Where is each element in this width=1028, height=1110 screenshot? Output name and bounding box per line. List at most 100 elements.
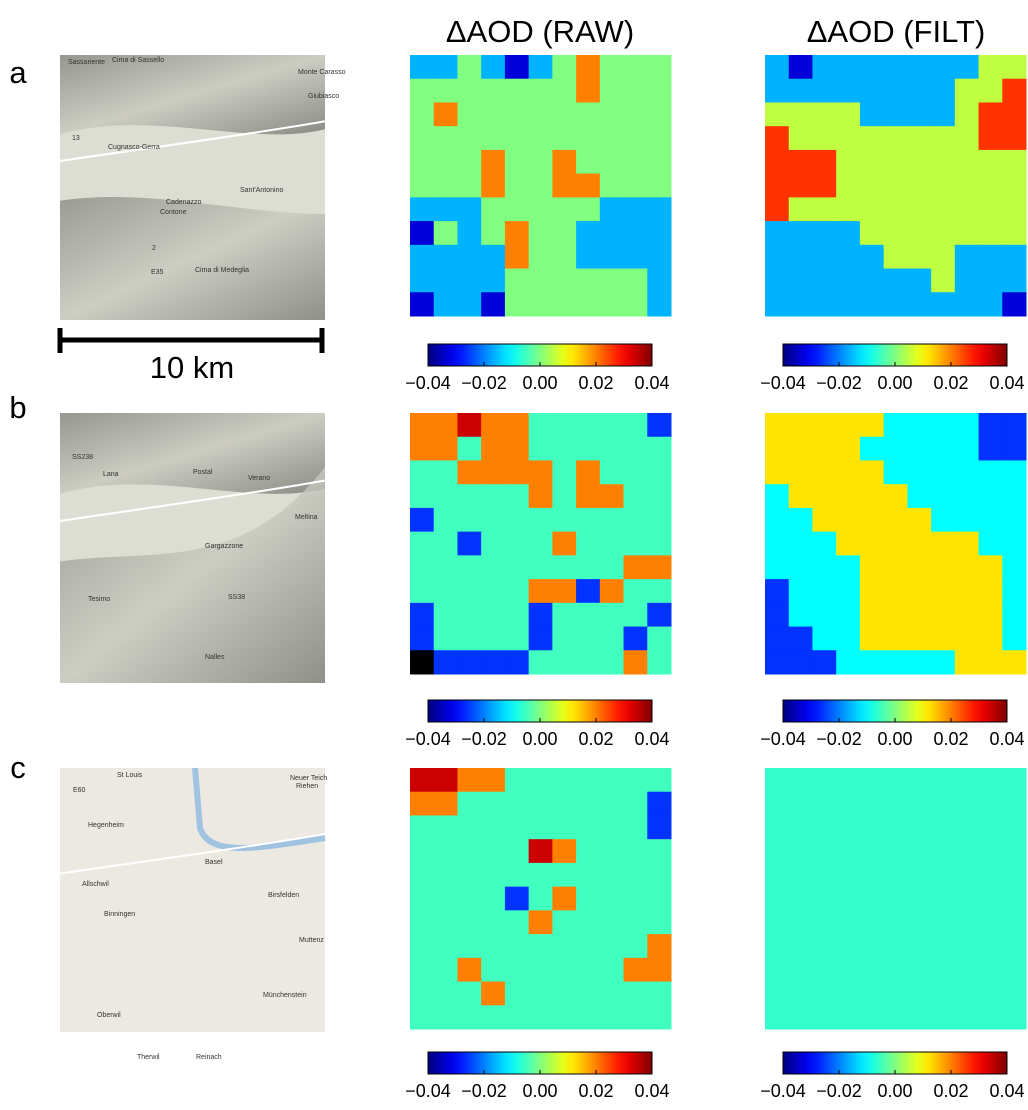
heatmap-cell	[410, 532, 434, 556]
heatmap-cell	[955, 1005, 979, 1029]
heatmap-cell	[410, 484, 434, 508]
heatmap-cell	[765, 508, 789, 532]
heatmap-cell	[1002, 555, 1026, 579]
heatmap-cell	[907, 579, 931, 603]
heatmap-cell	[624, 221, 648, 245]
heatmap-cell	[576, 437, 600, 461]
heatmap-cell	[529, 958, 553, 982]
heatmap-cell	[624, 150, 648, 174]
heatmap-cell	[600, 437, 624, 461]
heatmap-cell	[789, 863, 813, 887]
heatmap-cell	[955, 650, 979, 674]
heatmap-cell	[647, 579, 671, 603]
heatmap-cell	[836, 958, 860, 982]
heatmap-cell	[481, 150, 505, 174]
colorbar-tick-label: −0.04	[405, 373, 451, 393]
heatmap-cell	[860, 532, 884, 556]
heatmap-cell	[457, 958, 481, 982]
heatmap-cell	[789, 887, 813, 911]
map-label: Allschwil	[82, 881, 109, 888]
heatmap-cell	[647, 269, 671, 293]
heatmap-cell	[979, 413, 1003, 437]
heatmap-cell	[907, 292, 931, 316]
heatmap-cell	[552, 1005, 576, 1029]
heatmap-cell	[481, 102, 505, 126]
heatmap-cell	[907, 508, 931, 532]
heatmap-cell	[624, 413, 648, 437]
heatmap-cell	[765, 934, 789, 958]
heatmap-cell	[979, 792, 1003, 816]
heatmap-cell	[434, 55, 458, 79]
heatmap-cell	[576, 55, 600, 79]
heatmap-cell	[907, 958, 931, 982]
heatmap-cell	[552, 555, 576, 579]
heatmap-cell	[931, 982, 955, 1006]
heatmap-cell	[529, 55, 553, 79]
heatmap-cell	[1002, 269, 1026, 293]
heatmap-cell	[434, 1005, 458, 1029]
heatmap-cell	[576, 910, 600, 934]
heatmap-cell	[481, 79, 505, 103]
heatmap-cell	[552, 958, 576, 982]
heatmap-cell	[979, 934, 1003, 958]
map-label: Lana	[103, 471, 119, 478]
heatmap-cell	[505, 292, 529, 316]
map-label: Reinach	[196, 1054, 222, 1061]
heatmap-cell	[434, 245, 458, 269]
heatmap-cell	[789, 437, 813, 461]
heatmap-cell	[434, 627, 458, 651]
heatmap-cell	[457, 197, 481, 221]
heatmap-cell	[624, 245, 648, 269]
heatmap-cell	[647, 815, 671, 839]
heatmap-cell	[765, 863, 789, 887]
heatmap-cell	[505, 555, 529, 579]
heatmap-cell	[481, 1005, 505, 1029]
heatmap-cell	[884, 484, 908, 508]
heatmap-cell	[836, 413, 860, 437]
heatmap-cell	[481, 197, 505, 221]
heatmap-cell	[576, 197, 600, 221]
heatmap-cell	[410, 102, 434, 126]
heatmap-cell	[812, 792, 836, 816]
map-label: Postal	[193, 469, 213, 476]
heatmap-cell	[955, 126, 979, 150]
heatmap-cell	[907, 126, 931, 150]
heatmap-cell	[457, 126, 481, 150]
map-label: Meltina	[295, 514, 318, 521]
heatmap-cell	[434, 150, 458, 174]
heatmap-cell	[576, 792, 600, 816]
heatmap-cell	[765, 221, 789, 245]
heatmap-cell	[955, 839, 979, 863]
heatmap-cell	[789, 839, 813, 863]
colorbar-tick-label: −0.02	[816, 1081, 862, 1101]
map-label: Münchenstein	[263, 992, 307, 999]
heatmap-cell	[812, 627, 836, 651]
heatmap-cell	[955, 508, 979, 532]
heatmap-cell	[481, 460, 505, 484]
heatmap-cell	[884, 839, 908, 863]
map-label: Cugnasco-Gerra	[108, 144, 160, 151]
colorbar-tick-label: 0.02	[933, 729, 968, 749]
heatmap-cell	[765, 910, 789, 934]
heatmap-cell	[410, 197, 434, 221]
heatmap-cell	[457, 887, 481, 911]
heatmap-cell	[600, 768, 624, 792]
map-label: E35	[151, 269, 164, 276]
heatmap-cell	[931, 768, 955, 792]
heatmap-cell	[624, 269, 648, 293]
panel-label: c	[10, 750, 26, 785]
heatmap-cell	[884, 79, 908, 103]
heatmap-cell	[647, 245, 671, 269]
heatmap-cell	[1002, 887, 1026, 911]
heatmap-cell	[576, 839, 600, 863]
heatmap-cell	[836, 292, 860, 316]
heatmap-cell	[481, 508, 505, 532]
heatmap-cell	[647, 174, 671, 198]
heatmap-cell	[812, 126, 836, 150]
heatmap-cell	[955, 269, 979, 293]
heatmap-cell	[647, 292, 671, 316]
heatmap-cell	[860, 982, 884, 1006]
heatmap-cell	[457, 982, 481, 1006]
heatmap-cell	[481, 863, 505, 887]
heatmap-cell	[505, 579, 529, 603]
